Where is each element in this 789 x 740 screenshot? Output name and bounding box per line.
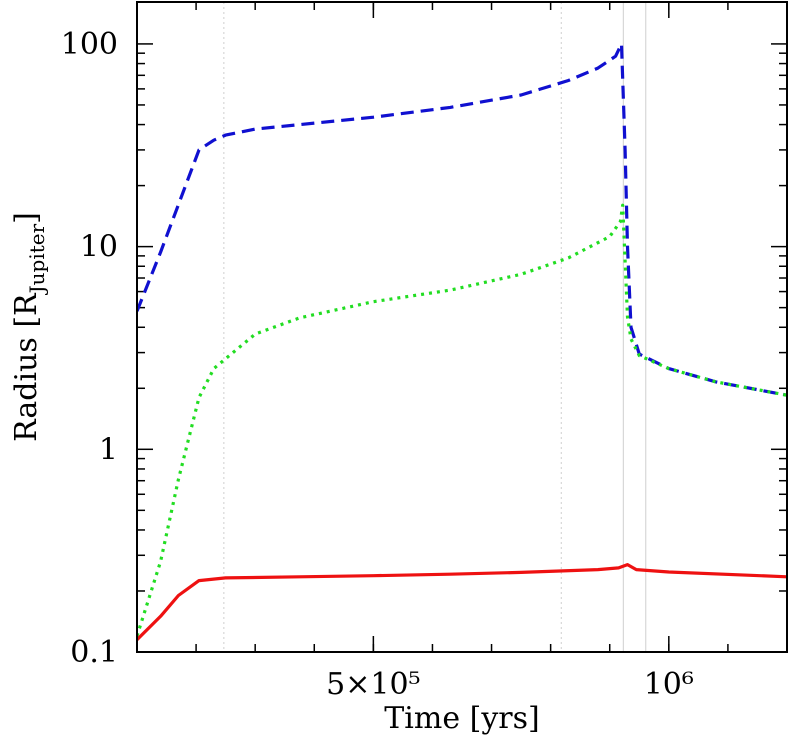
x-tick-label: 10⁶ — [644, 667, 694, 702]
series-line — [137, 203, 787, 637]
y-axis-label-end: ] — [9, 212, 44, 224]
y-tick-label: 10 — [80, 230, 118, 265]
y-axis-label-main: Radius [R — [9, 292, 44, 442]
y-tick-label: 0.1 — [70, 635, 118, 670]
plot-frame — [136, 1, 788, 653]
x-tick-label: 5×10⁵ — [326, 667, 420, 702]
series-line — [137, 42, 787, 397]
series-line — [137, 563, 787, 641]
y-tick-label: 1 — [99, 432, 118, 467]
y-tick-label: 100 — [61, 27, 118, 62]
y-axis-label: Radius [RJupiter] — [9, 212, 49, 442]
y-axis-label-sub: Jupiter — [25, 223, 49, 295]
x-axis-label: Time [yrs] — [384, 701, 539, 736]
